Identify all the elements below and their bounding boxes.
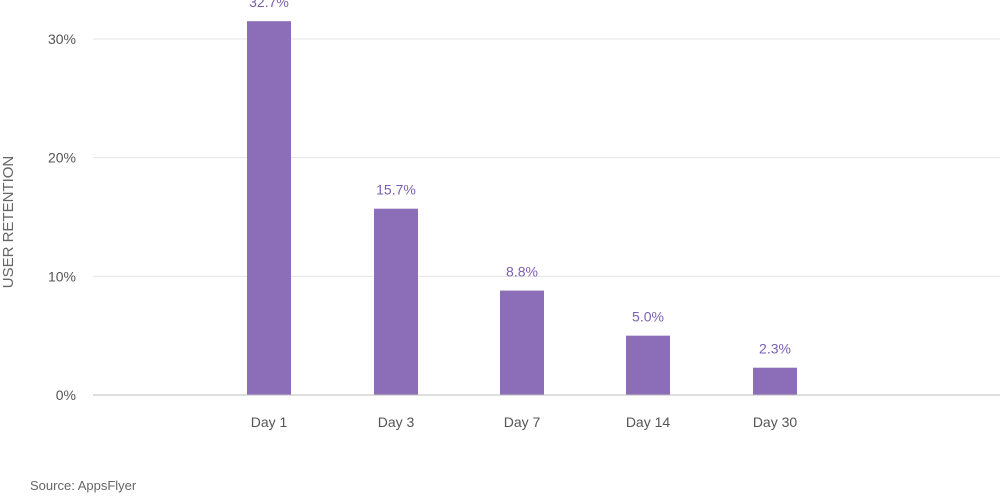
- bar-value-label: 5.0%: [632, 309, 664, 325]
- x-tick-label: Day 14: [626, 414, 671, 430]
- y-tick-label: 20%: [48, 150, 76, 166]
- y-tick-label: 10%: [48, 268, 76, 284]
- bar-day-7: [500, 290, 544, 395]
- x-tick-label: Day 1: [251, 414, 288, 430]
- bar-day-1: [247, 21, 291, 395]
- x-tick-label: Day 3: [378, 414, 415, 430]
- bar-value-label: 2.3%: [759, 341, 791, 357]
- bar-day-14: [626, 335, 670, 395]
- y-axis-label: USER RETENTION: [0, 156, 17, 289]
- x-tick-label: Day 7: [504, 414, 541, 430]
- bar-day-3: [374, 208, 418, 395]
- bar-value-label: 15.7%: [376, 182, 416, 198]
- bar-day-30: [753, 367, 797, 395]
- bar-value-label: 8.8%: [506, 264, 538, 280]
- bar-value-label: 32.7%: [249, 0, 289, 10]
- y-tick-label: 0%: [56, 387, 76, 403]
- y-tick-label: 30%: [48, 31, 76, 47]
- source-note: Source: AppsFlyer: [30, 478, 137, 493]
- x-tick-label: Day 30: [753, 414, 798, 430]
